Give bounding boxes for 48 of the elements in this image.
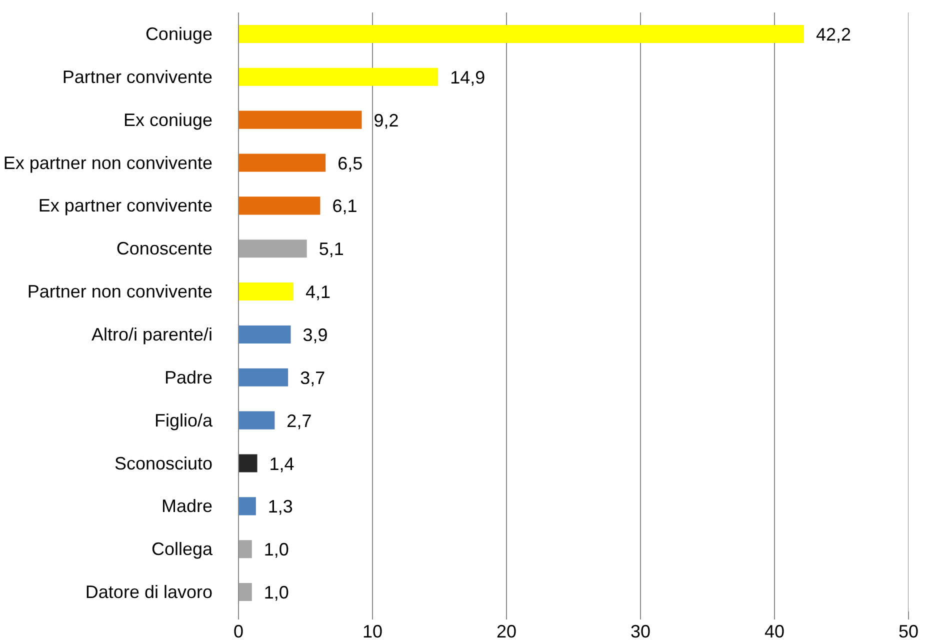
bar bbox=[238, 154, 326, 172]
data-label: 2,7 bbox=[286, 410, 312, 431]
x-tick-label: 0 bbox=[233, 622, 244, 640]
y-tick-label: Madre bbox=[161, 496, 213, 516]
data-label: 42,2 bbox=[816, 24, 852, 44]
bar bbox=[238, 24, 804, 43]
y-tick-label: Ex partner convivente bbox=[38, 196, 212, 216]
x-tick-label: 20 bbox=[496, 622, 517, 640]
data-label: 4,1 bbox=[305, 282, 330, 302]
y-tick-label: Conoscente bbox=[116, 238, 213, 259]
bar bbox=[238, 282, 294, 301]
data-label: 1,0 bbox=[264, 540, 289, 560]
x-tick-label: 10 bbox=[362, 622, 383, 640]
bar bbox=[238, 196, 320, 215]
y-tick-label: Altro/i parente/i bbox=[91, 324, 212, 344]
data-label: 6,5 bbox=[338, 153, 363, 174]
bar bbox=[238, 68, 438, 86]
data-label: 3,7 bbox=[300, 368, 326, 388]
bar bbox=[238, 325, 291, 344]
data-label: 5,1 bbox=[318, 239, 344, 260]
bar bbox=[238, 368, 288, 386]
x-tick-label: 50 bbox=[898, 622, 919, 640]
bar bbox=[238, 110, 362, 129]
bar bbox=[238, 411, 275, 430]
y-tick-label: Partner convivente bbox=[62, 66, 213, 87]
y-tick-label: Coniuge bbox=[145, 24, 213, 44]
x-tick-label: 40 bbox=[764, 622, 785, 640]
y-tick-label: Collega bbox=[151, 539, 214, 560]
y-tick-label: Padre bbox=[164, 367, 213, 388]
y-tick-label: Partner non convivente bbox=[27, 282, 213, 302]
bar bbox=[238, 454, 258, 472]
bar bbox=[238, 540, 252, 558]
y-tick-label: Figlio/a bbox=[154, 410, 214, 430]
data-label: 14,9 bbox=[450, 67, 486, 88]
data-label: 9,2 bbox=[374, 110, 399, 130]
data-label: 1,0 bbox=[264, 582, 289, 603]
bar bbox=[238, 583, 252, 602]
x-tick-label: 30 bbox=[630, 622, 651, 640]
y-tick-label: Ex coniuge bbox=[123, 110, 213, 130]
data-label: 3,9 bbox=[302, 324, 328, 345]
data-label: 1,3 bbox=[268, 496, 293, 517]
y-tick-label: Ex partner non convivente bbox=[3, 152, 213, 173]
bar bbox=[238, 497, 256, 516]
data-label: 1,4 bbox=[269, 454, 294, 474]
y-tick-label: Datore di lavoro bbox=[85, 582, 213, 602]
data-label: 6,1 bbox=[332, 196, 358, 216]
y-tick-label: Sconosciuto bbox=[114, 453, 213, 474]
bar bbox=[238, 240, 307, 258]
